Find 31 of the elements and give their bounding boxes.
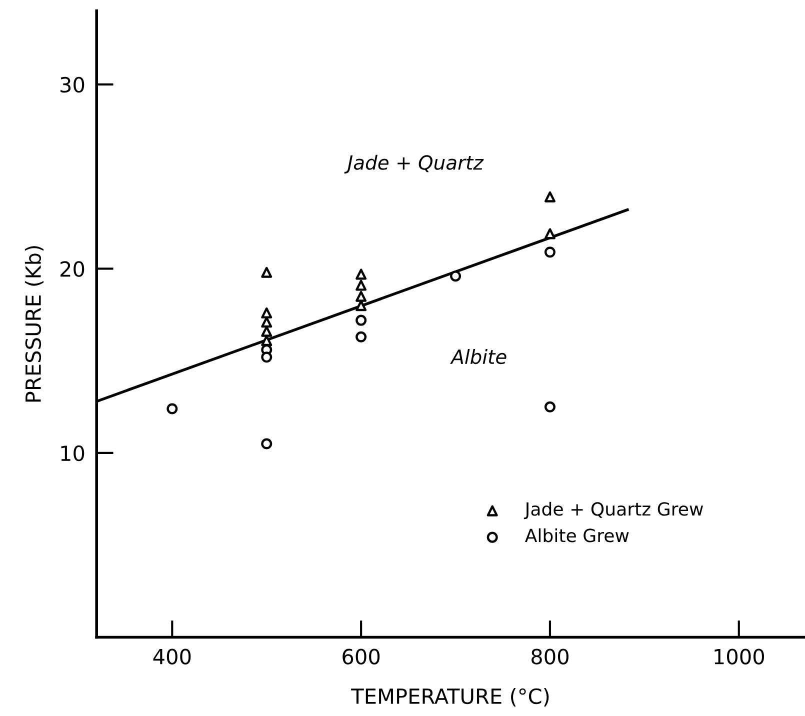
point: [166, 403, 178, 414]
point: [356, 331, 367, 342]
annotation: Albite: [450, 349, 506, 364]
legend-label: Albite Grew: [524, 528, 629, 542]
point: [544, 401, 556, 412]
point: [261, 307, 272, 318]
x-tick-label: 800: [532, 648, 568, 664]
point: [544, 191, 556, 202]
x-tick-label: 400: [153, 648, 191, 664]
point: [356, 290, 367, 302]
point: [261, 352, 272, 363]
y-tick-label: 30: [60, 76, 84, 93]
point: [356, 280, 367, 291]
point: [261, 266, 272, 278]
y-tick-label: 10: [61, 445, 84, 462]
point: [261, 438, 272, 450]
x-tick-label: 1000: [714, 648, 764, 664]
point: [356, 268, 367, 280]
point: [261, 316, 272, 328]
point: [544, 228, 556, 240]
point: [450, 270, 462, 282]
point: [356, 300, 367, 312]
point: [356, 314, 367, 326]
x-axis-title: TEMPERATURE (°C): [351, 688, 549, 707]
legend-label: Jade + Quartz Grew: [524, 502, 703, 520]
point: [261, 335, 272, 346]
x-tick-label: 600: [342, 648, 380, 664]
y-tick-label: 20: [60, 261, 84, 277]
y-axis-title: PRESSURE (Kb): [24, 246, 44, 402]
point: [544, 246, 556, 258]
annotation: Jade + Quartz: [344, 154, 484, 174]
